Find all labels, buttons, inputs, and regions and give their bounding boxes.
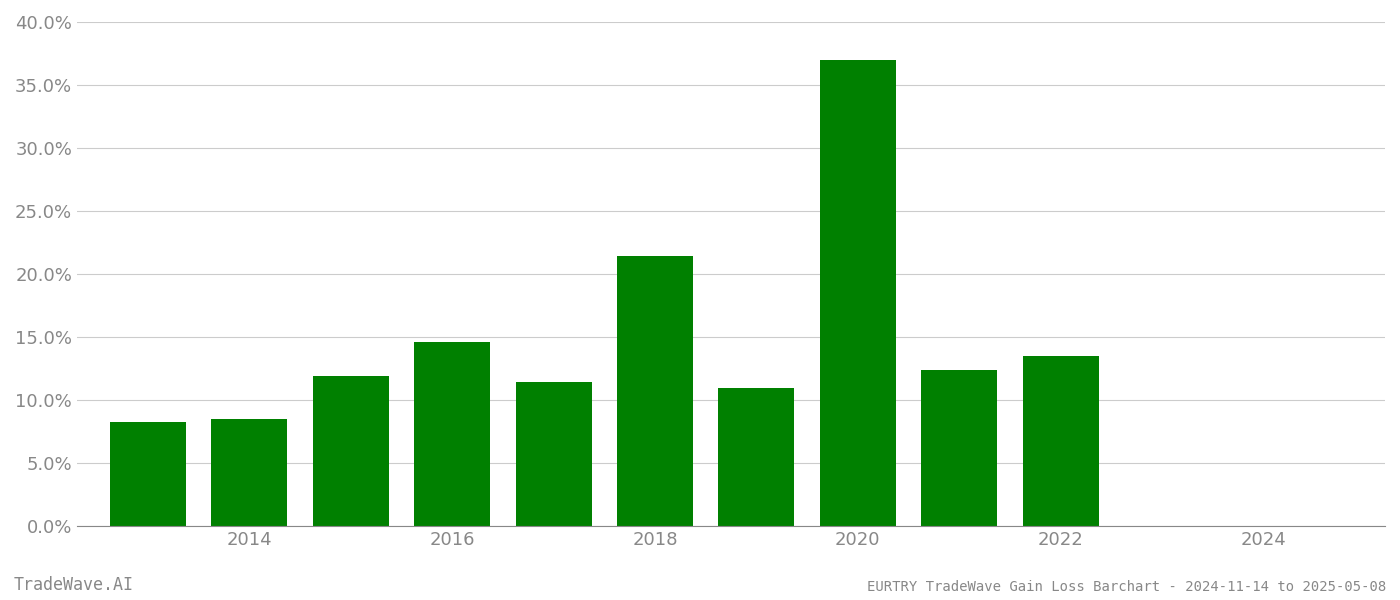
Bar [111,422,186,526]
Bar [211,419,287,526]
Text: TradeWave.AI: TradeWave.AI [14,576,134,594]
Bar [312,376,389,526]
Text: EURTRY TradeWave Gain Loss Barchart - 2024-11-14 to 2025-05-08: EURTRY TradeWave Gain Loss Barchart - 20… [867,580,1386,594]
Bar [718,388,794,526]
Bar [820,60,896,526]
Bar [414,342,490,526]
Bar [515,382,592,526]
Bar [921,370,997,526]
Bar [617,256,693,526]
Bar [1022,356,1099,526]
